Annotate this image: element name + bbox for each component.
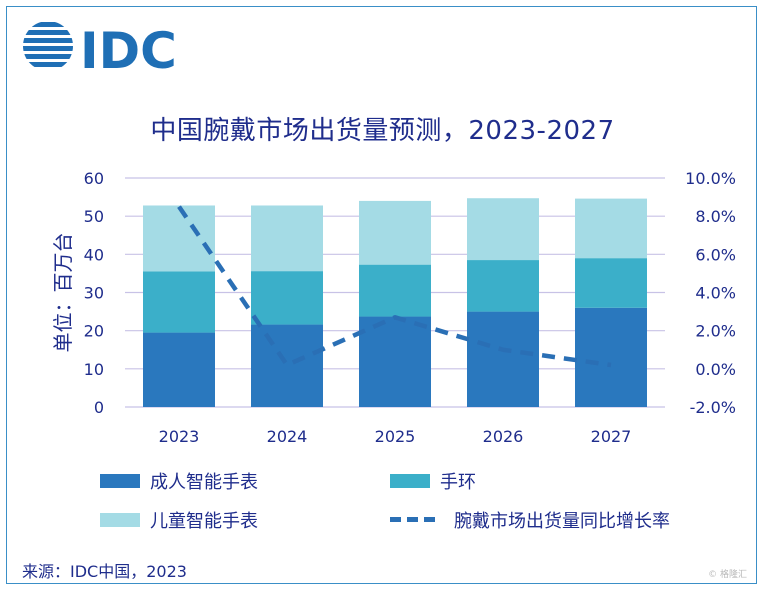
bar-kids-smartwatch (143, 205, 215, 272)
legend-growth-rate: 腕戴市场出货量同比增长率 (390, 507, 670, 533)
line-growth-rate (177, 205, 612, 368)
y2-tick-label: 2.0% (695, 322, 736, 341)
legend-kids-smartwatch: 儿童智能手表 (100, 507, 258, 533)
y-tick-label: 50 (84, 207, 104, 226)
bar-kids-smartwatch (251, 205, 323, 272)
bar-band (575, 258, 647, 308)
y-tick-label: 10 (84, 360, 104, 379)
bar-adult-smartwatch (467, 311, 539, 407)
legend-swatch-band (390, 474, 430, 488)
legend-swatch-growth (390, 517, 446, 523)
legend-label-growth: 腕戴市场出货量同比增长率 (454, 511, 670, 532)
x-tick-label: 2023 (159, 427, 200, 446)
legend-adult-smartwatch: 成人智能手表 (100, 468, 258, 494)
y2-tick-label: 4.0% (695, 284, 736, 303)
bar-adult-smartwatch (359, 316, 431, 407)
x-tick-label: 2024 (267, 427, 308, 446)
legend-swatch-kids (100, 513, 140, 527)
bar-adult-smartwatch (143, 332, 215, 407)
bar-band (467, 260, 539, 312)
legend-label-band: 手环 (440, 472, 476, 493)
bar-kids-smartwatch (467, 198, 539, 261)
y-tick-label: 40 (84, 245, 104, 264)
idc-logo: IDC (23, 22, 177, 74)
bar-kids-smartwatch (575, 198, 647, 259)
y-tick-label: 20 (84, 322, 104, 341)
watermark: © 格隆汇 (708, 570, 747, 580)
bar-kids-smartwatch (359, 200, 431, 265)
source-note: 来源：IDC中国，2023 (22, 562, 187, 581)
legend-label-kids: 儿童智能手表 (150, 511, 258, 532)
y2-tick-label: 0.0% (695, 360, 736, 379)
globe-icon (23, 22, 73, 67)
y-axis-label: 单位：百万台 (51, 233, 75, 353)
legend-label-adult: 成人智能手表 (150, 472, 258, 493)
x-tick-label: 2027 (591, 427, 632, 446)
bar-band (251, 271, 323, 325)
y-tick-label: 30 (84, 284, 104, 303)
bar-band (359, 264, 431, 317)
chart-title: 中国腕戴市场出货量预测，2023-2027 (150, 116, 615, 146)
y-tick-label: 60 (84, 169, 104, 188)
y2-tick-label: -2.0% (690, 398, 736, 417)
bar-adult-smartwatch (251, 324, 323, 407)
logo-text: IDC (80, 22, 177, 74)
x-tick-label: 2026 (483, 427, 524, 446)
legend-band: 手环 (390, 468, 476, 494)
y2-tick-label: 8.0% (695, 207, 736, 226)
bar-band (143, 271, 215, 333)
x-tick-label: 2025 (375, 427, 416, 446)
y2-tick-label: 6.0% (695, 245, 736, 264)
y2-tick-label: 10.0% (685, 169, 736, 188)
legend-swatch-adult (100, 474, 140, 488)
bar-adult-smartwatch (575, 307, 647, 407)
y-tick-label: 0 (94, 398, 104, 417)
